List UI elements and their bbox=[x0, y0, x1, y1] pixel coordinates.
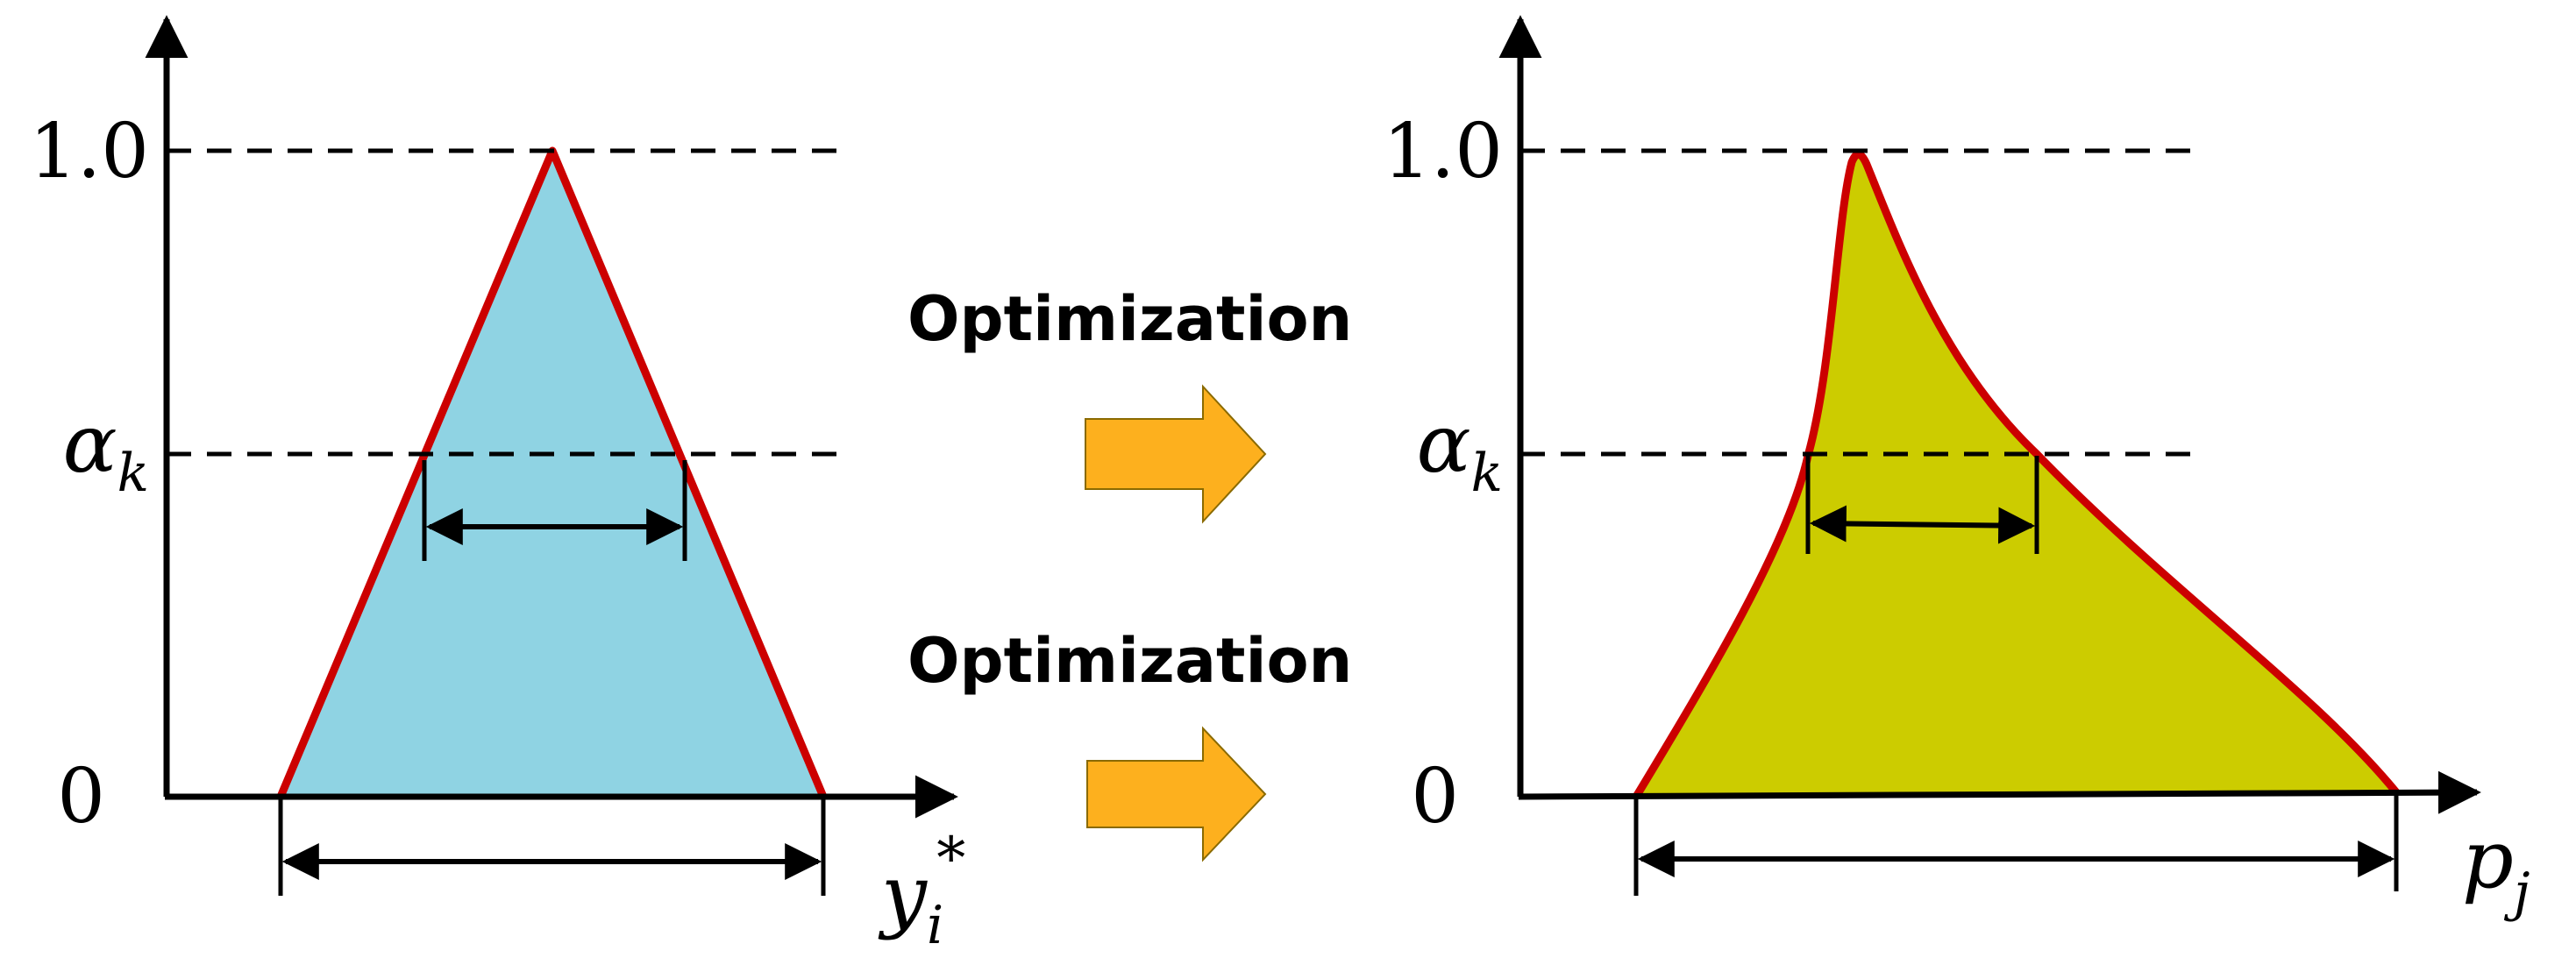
optimization-arrow-top bbox=[1085, 384, 1267, 524]
right-alpha-interval-arrow bbox=[1809, 505, 2036, 544]
left-tick-0: 0 bbox=[57, 753, 105, 841]
right-tick-alpha: αk bbox=[1417, 397, 1504, 504]
right-membership-edge bbox=[1633, 150, 2400, 799]
right-axis-label: pj bbox=[2462, 812, 2530, 923]
right-tick-1: 1.0 bbox=[1383, 108, 1503, 195]
right-tick-0: 0 bbox=[1411, 753, 1459, 841]
optimization-label-top: Optimization bbox=[907, 283, 1352, 355]
right-x-axis bbox=[1518, 770, 2481, 814]
optimization-label-bottom: Optimization bbox=[907, 625, 1352, 697]
left-membership-fill bbox=[281, 151, 823, 797]
optimization-arrow-bottom bbox=[1086, 726, 1267, 862]
right-plot: 1.0 αk 0 pj bbox=[1383, 15, 2530, 923]
left-tick-alpha: αk bbox=[63, 397, 150, 504]
optimization-arrows: Optimization Optimization bbox=[907, 283, 1352, 862]
left-plot: 1.0 αk 0 yi* bbox=[29, 15, 965, 956]
right-membership-fill bbox=[1636, 154, 2396, 798]
left-axis-label: yi* bbox=[878, 825, 965, 956]
left-tick-1: 1.0 bbox=[29, 108, 149, 195]
